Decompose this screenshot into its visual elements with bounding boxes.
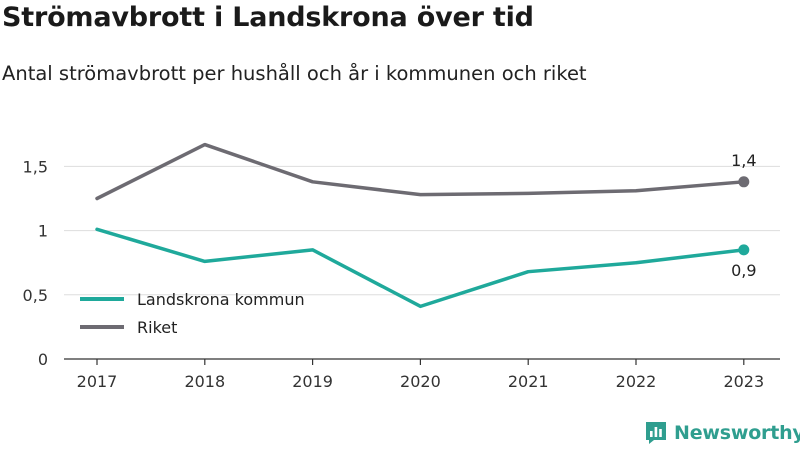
- x-tick-label: 2017: [77, 372, 118, 391]
- legend-label: Riket: [137, 318, 177, 337]
- x-tick-label: 2020: [400, 372, 441, 391]
- series-end-label: 1,4: [731, 151, 756, 170]
- y-tick-label: 1,5: [23, 157, 48, 176]
- series-end-label: 0,9: [731, 261, 756, 280]
- series-line-riket: [95, 142, 746, 201]
- series-end-point: [738, 244, 750, 256]
- newsworthy-logo-icon: [645, 421, 667, 445]
- y-tick-label: 1: [38, 222, 48, 241]
- series-line-landskrona: [95, 227, 746, 309]
- brand-logo: Newsworthy: [645, 420, 800, 446]
- x-tick-label: 2018: [184, 372, 225, 391]
- y-tick-label: 0: [38, 350, 48, 369]
- x-tick-label: 2022: [616, 372, 657, 391]
- chart-subtitle: Antal strömavbrott per hushåll och år i …: [2, 62, 587, 85]
- legend-label: Landskrona kommun: [137, 290, 305, 309]
- series-end-point: [738, 176, 750, 188]
- x-tick-label: 2023: [723, 372, 764, 391]
- y-tick-label: 0,5: [23, 286, 48, 305]
- brand-name: Newsworthy: [674, 422, 800, 444]
- x-tick-label: 2021: [508, 372, 549, 391]
- chart-title: Strömavbrott i Landskrona över tid: [2, 2, 534, 33]
- x-tick-label: 2019: [292, 372, 333, 391]
